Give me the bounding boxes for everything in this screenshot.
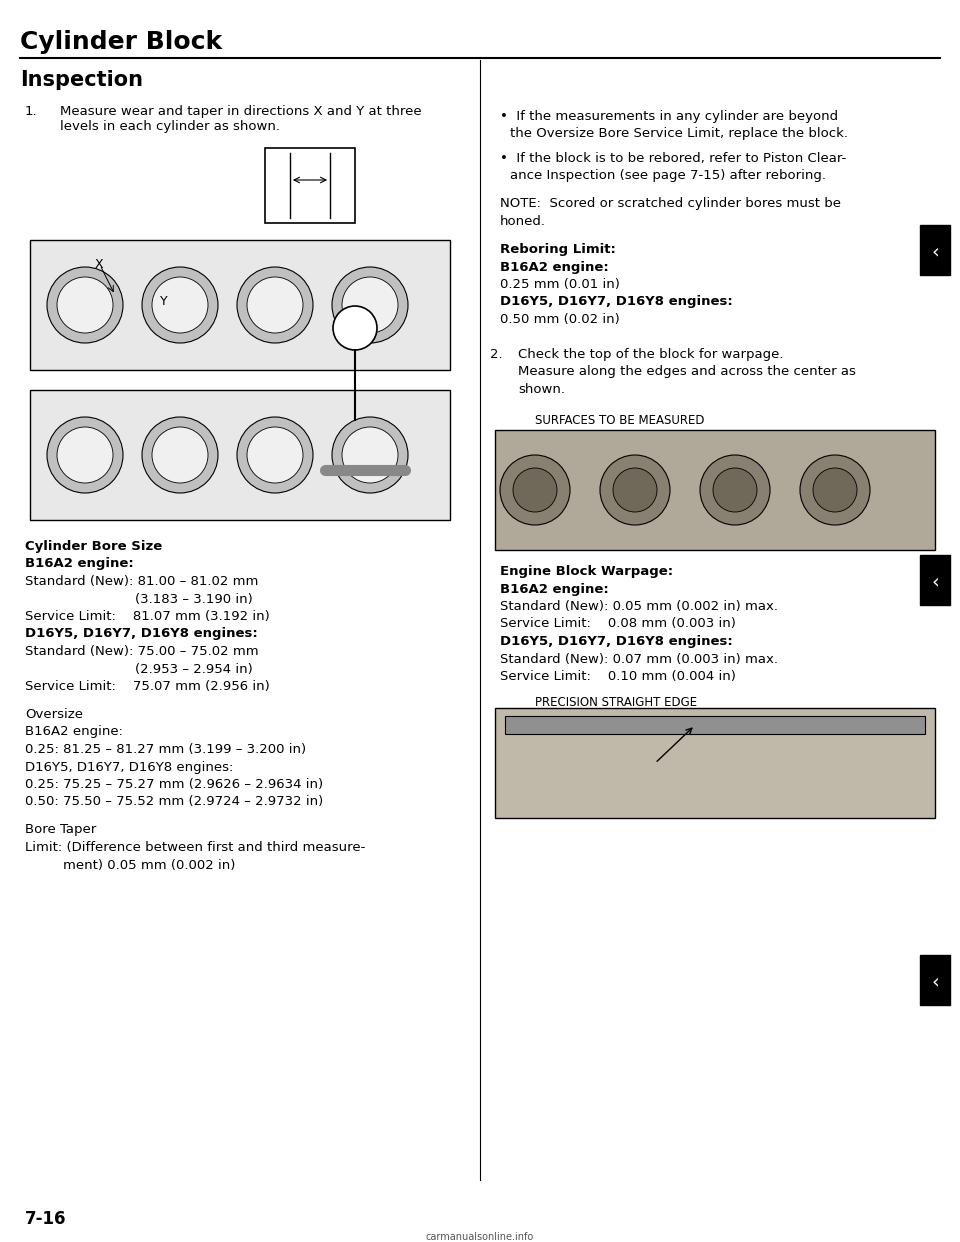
Text: D16Y5, D16Y7, D16Y8 engines:: D16Y5, D16Y7, D16Y8 engines: [25, 627, 257, 641]
Text: Cylinder Block: Cylinder Block [20, 30, 222, 53]
Text: •  If the block is to be rebored, refer to Piston Clear-: • If the block is to be rebored, refer t… [500, 152, 847, 165]
Text: •  If the measurements in any cylinder are beyond: • If the measurements in any cylinder ar… [500, 111, 838, 123]
Text: ‹: ‹ [931, 972, 939, 991]
Text: X: X [95, 258, 104, 271]
Text: Reboring Limit:: Reboring Limit: [500, 243, 616, 256]
Text: Check the top of the block for warpage.: Check the top of the block for warpage. [518, 348, 783, 361]
Text: Cylinder Bore Size: Cylinder Bore Size [25, 540, 162, 553]
Text: shown.: shown. [518, 383, 565, 396]
Text: Bore Taper: Bore Taper [25, 823, 96, 837]
Text: Y: Y [160, 296, 168, 308]
Circle shape [47, 267, 123, 343]
Text: PRECISION STRAIGHT EDGE: PRECISION STRAIGHT EDGE [535, 697, 697, 709]
Text: B16A2 engine:: B16A2 engine: [25, 725, 123, 739]
Bar [265, 148, 355, 222]
Text: Service Limit:    75.07 mm (2.956 in): Service Limit: 75.07 mm (2.956 in) [25, 681, 270, 693]
Text: levels in each cylinder as shown.: levels in each cylinder as shown. [60, 120, 280, 133]
Circle shape [342, 427, 398, 483]
Text: 1.: 1. [25, 106, 37, 118]
Circle shape [513, 468, 557, 512]
Text: Measure wear and taper in directions X and Y at three: Measure wear and taper in directions X a… [60, 106, 421, 118]
Polygon shape [920, 955, 950, 1005]
Text: Service Limit:    0.08 mm (0.003 in): Service Limit: 0.08 mm (0.003 in) [500, 617, 736, 631]
Bar [30, 240, 450, 370]
Text: Service Limit:    81.07 mm (3.192 in): Service Limit: 81.07 mm (3.192 in) [25, 610, 270, 623]
Text: Standard (New): 81.00 – 81.02 mm: Standard (New): 81.00 – 81.02 mm [25, 575, 258, 587]
Text: 2.: 2. [490, 348, 503, 361]
Text: honed.: honed. [500, 215, 546, 229]
Text: B16A2 engine:: B16A2 engine: [25, 558, 133, 570]
Text: Limit: (Difference between first and third measure-: Limit: (Difference between first and thi… [25, 841, 366, 854]
Circle shape [342, 277, 398, 333]
Text: 0.25: 81.25 – 81.27 mm (3.199 – 3.200 in): 0.25: 81.25 – 81.27 mm (3.199 – 3.200 in… [25, 743, 306, 756]
Text: (3.183 – 3.190 in): (3.183 – 3.190 in) [135, 592, 252, 606]
Circle shape [332, 417, 408, 493]
Circle shape [152, 277, 208, 333]
Circle shape [600, 455, 670, 525]
Text: carmanualsonline.info: carmanualsonline.info [426, 1232, 534, 1242]
Text: NOTE:  Scored or scratched cylinder bores must be: NOTE: Scored or scratched cylinder bores… [500, 197, 841, 210]
Polygon shape [920, 225, 950, 274]
Text: 0.25: 75.25 – 75.27 mm (2.9626 – 2.9634 in): 0.25: 75.25 – 75.27 mm (2.9626 – 2.9634 … [25, 777, 324, 791]
Circle shape [247, 427, 303, 483]
Text: (2.953 – 2.954 in): (2.953 – 2.954 in) [135, 662, 252, 676]
Text: 0.25 mm (0.01 in): 0.25 mm (0.01 in) [500, 278, 620, 291]
Text: the Oversize Bore Service Limit, replace the block.: the Oversize Bore Service Limit, replace… [510, 128, 848, 140]
Circle shape [500, 455, 570, 525]
Circle shape [237, 267, 313, 343]
Text: 7-16: 7-16 [25, 1210, 66, 1228]
Text: Standard (New): 0.05 mm (0.002 in) max.: Standard (New): 0.05 mm (0.002 in) max. [500, 600, 778, 614]
Circle shape [142, 417, 218, 493]
Text: D16Y5, D16Y7, D16Y8 engines:: D16Y5, D16Y7, D16Y8 engines: [500, 635, 732, 648]
Text: Standard (New): 0.07 mm (0.003 in) max.: Standard (New): 0.07 mm (0.003 in) max. [500, 652, 778, 666]
Bar [495, 430, 935, 550]
Text: D16Y5, D16Y7, D16Y8 engines:: D16Y5, D16Y7, D16Y8 engines: [500, 296, 732, 308]
Text: ‹: ‹ [931, 242, 939, 261]
Circle shape [333, 306, 377, 350]
Circle shape [57, 427, 113, 483]
Circle shape [332, 267, 408, 343]
Circle shape [47, 417, 123, 493]
Circle shape [813, 468, 857, 512]
Text: D16Y5, D16Y7, D16Y8 engines:: D16Y5, D16Y7, D16Y8 engines: [25, 760, 233, 774]
Text: B16A2 engine:: B16A2 engine: [500, 261, 609, 273]
Circle shape [713, 468, 757, 512]
Text: Service Limit:    0.10 mm (0.004 in): Service Limit: 0.10 mm (0.004 in) [500, 669, 736, 683]
Polygon shape [920, 555, 950, 605]
Circle shape [700, 455, 770, 525]
Text: ance Inspection (see page 7-15) after reboring.: ance Inspection (see page 7-15) after re… [510, 169, 826, 183]
Circle shape [237, 417, 313, 493]
Bar [505, 717, 925, 734]
Text: 0.50: 75.50 – 75.52 mm (2.9724 – 2.9732 in): 0.50: 75.50 – 75.52 mm (2.9724 – 2.9732 … [25, 795, 324, 809]
Text: Standard (New): 75.00 – 75.02 mm: Standard (New): 75.00 – 75.02 mm [25, 645, 258, 658]
Bar [30, 390, 450, 520]
Text: Engine Block Warpage:: Engine Block Warpage: [500, 565, 673, 578]
Circle shape [57, 277, 113, 333]
Circle shape [613, 468, 657, 512]
Bar [495, 708, 935, 818]
Text: Measure along the edges and across the center as: Measure along the edges and across the c… [518, 365, 856, 379]
Circle shape [152, 427, 208, 483]
Text: B16A2 engine:: B16A2 engine: [500, 582, 609, 595]
Circle shape [142, 267, 218, 343]
Text: ment) 0.05 mm (0.002 in): ment) 0.05 mm (0.002 in) [63, 858, 235, 872]
Circle shape [247, 277, 303, 333]
Text: Oversize: Oversize [25, 708, 83, 722]
Text: ‹: ‹ [931, 573, 939, 591]
Text: Inspection: Inspection [20, 70, 143, 89]
Text: 0.50 mm (0.02 in): 0.50 mm (0.02 in) [500, 313, 620, 325]
Text: SURFACES TO BE MEASURED: SURFACES TO BE MEASURED [535, 415, 705, 427]
Circle shape [800, 455, 870, 525]
